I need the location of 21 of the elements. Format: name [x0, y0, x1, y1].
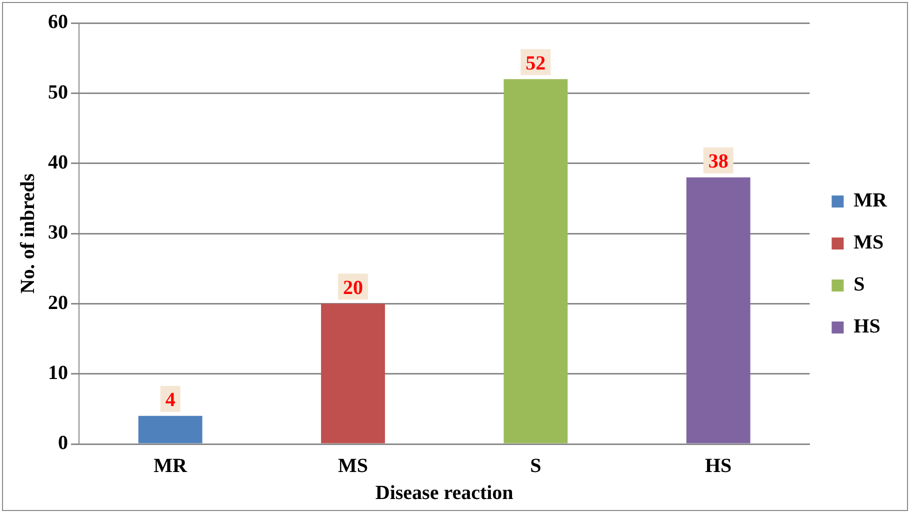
x-tick-label: MS — [338, 455, 368, 478]
x-tick-label: S — [530, 455, 542, 478]
data-label: 38 — [708, 150, 728, 173]
y-tick-label: 50 — [48, 81, 68, 104]
y-tick-label: 30 — [48, 222, 68, 244]
x-axis-title: Disease reaction — [375, 482, 514, 504]
legend-label: HS — [854, 316, 880, 338]
legend-label: MR — [854, 190, 888, 212]
y-tick-label: 20 — [48, 292, 68, 314]
y-axis-title: No. of inbreds — [17, 173, 40, 294]
y-tick-label: 0 — [58, 432, 68, 454]
y-tick-label: 40 — [48, 152, 68, 174]
legend-label: MS — [854, 232, 884, 254]
legend-label: S — [854, 274, 865, 296]
x-tick-label: MR — [154, 455, 188, 478]
data-label: 52 — [526, 52, 546, 74]
y-tick-label: 60 — [48, 11, 68, 34]
data-label: 4 — [165, 389, 176, 412]
x-tick-label: HS — [705, 455, 732, 478]
y-tick-label: 10 — [48, 362, 68, 384]
data-label: 20 — [343, 276, 364, 299]
